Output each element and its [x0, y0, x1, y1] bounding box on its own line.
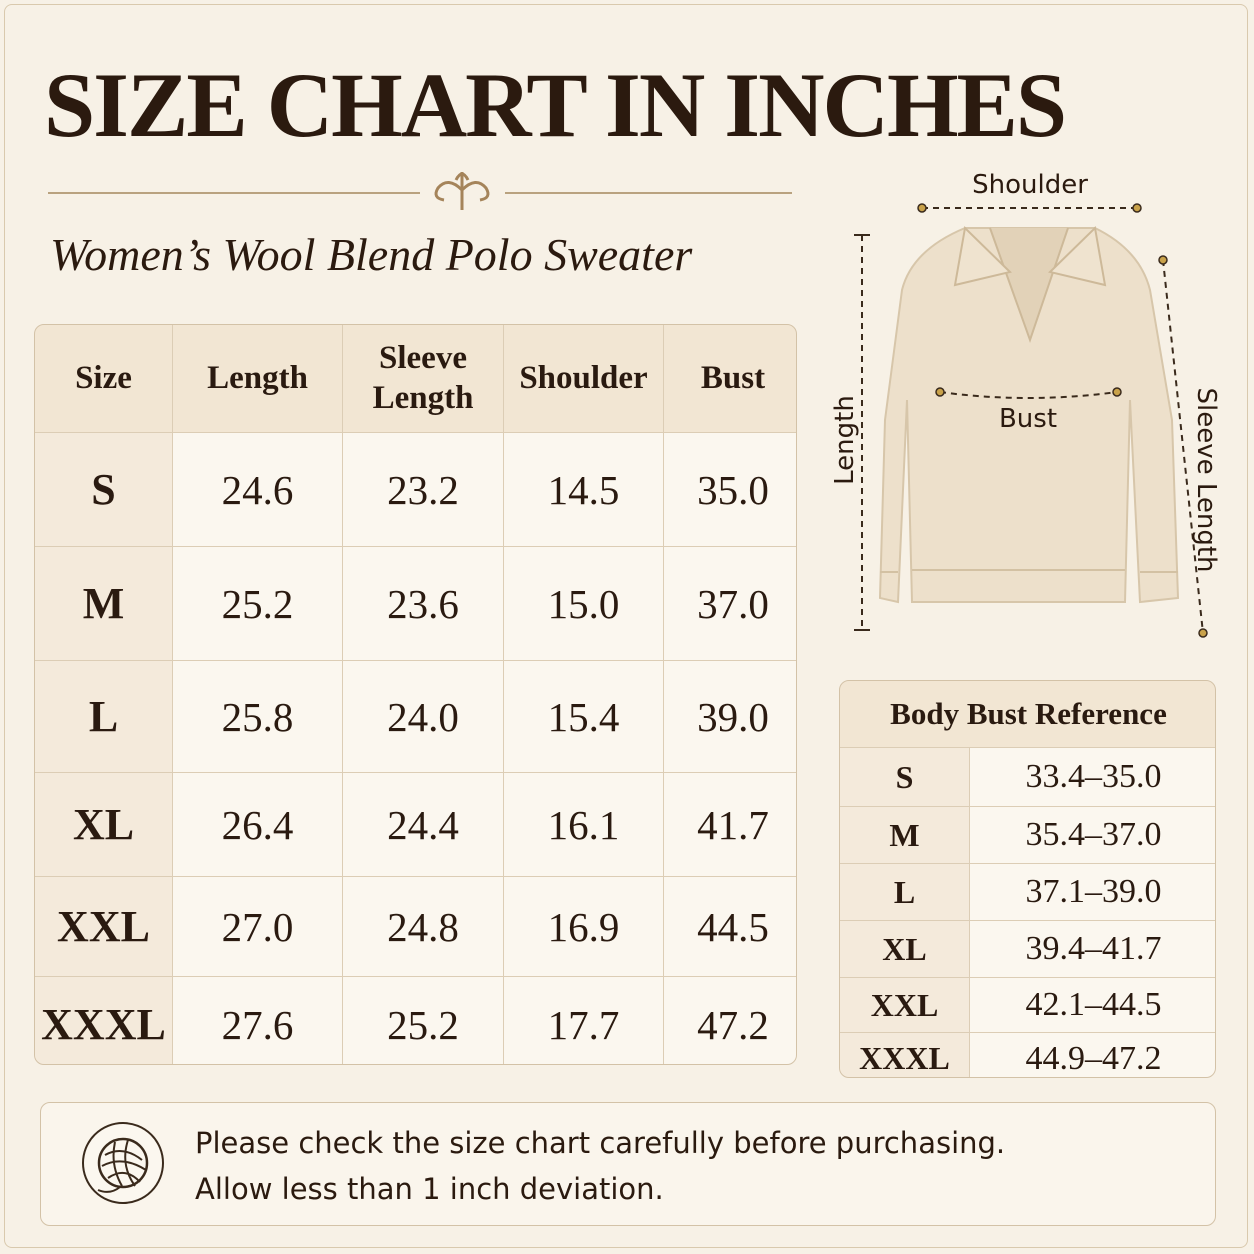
size-cell: S — [35, 433, 172, 546]
range-cell: 33.4–35.0 — [970, 748, 1215, 806]
size-cell: XXL — [35, 877, 172, 976]
range-cell: 44.9–47.2 — [970, 1033, 1215, 1077]
value-cell: 17.7 — [504, 977, 663, 1064]
range-cell: 35.4–37.0 — [970, 807, 1215, 863]
value-cell: 25.2 — [173, 547, 342, 660]
note-line: Please check the size chart carefully be… — [195, 1126, 1006, 1160]
column-header: Size — [35, 325, 172, 432]
size-cell: XL — [35, 773, 172, 876]
frame — [4, 4, 1248, 1248]
value-cell: 23.6 — [343, 547, 503, 660]
size-cell: S — [840, 748, 969, 806]
size-cell: M — [840, 807, 969, 863]
measure-dots — [917, 203, 1208, 638]
column-header: Sleeve Length — [343, 325, 503, 432]
value-cell: 23.2 — [343, 433, 503, 546]
size-cell: XXXL — [840, 1033, 969, 1077]
note-box — [40, 1102, 1216, 1226]
column-header: Length — [173, 325, 342, 432]
value-cell: 37.0 — [664, 547, 796, 660]
value-cell: 16.9 — [504, 877, 663, 976]
size-cell: L — [840, 864, 969, 920]
length-label: Length — [830, 395, 860, 485]
size-cell: L — [35, 661, 172, 772]
size-cell: XL — [840, 921, 969, 977]
value-cell: 14.5 — [504, 433, 663, 546]
value-cell: 24.6 — [173, 433, 342, 546]
measure-lines — [861, 207, 1204, 634]
bust-reference-table: Body Bust Reference S 33.4–35.0 M 35.4–37.0 L… — [839, 680, 1216, 1078]
subtitle: Women’s Wool Blend Polo Sweater — [50, 229, 693, 280]
value-cell: 26.4 — [173, 773, 342, 876]
value-cell: 25.8 — [173, 661, 342, 772]
column-header: Shoulder — [504, 325, 663, 432]
title: SIZE CHART IN INCHES — [44, 54, 1067, 156]
ornament — [434, 172, 490, 210]
size-cell: XXXL — [35, 977, 172, 1064]
value-cell: 27.0 — [173, 877, 342, 976]
value-cell: 27.6 — [173, 977, 342, 1064]
column-header: Bust — [664, 325, 796, 432]
value-cell: 15.0 — [504, 547, 663, 660]
value-cell: 35.0 — [664, 433, 796, 546]
size-cell: XXL — [840, 978, 969, 1032]
bust-label: Bust — [999, 404, 1057, 434]
shoulder-label: Shoulder — [972, 170, 1088, 200]
value-cell: 25.2 — [343, 977, 503, 1064]
value-cell: 47.2 — [664, 977, 796, 1064]
range-cell: 39.4–41.7 — [970, 921, 1215, 977]
size-cell: M — [35, 547, 172, 660]
value-cell: 39.0 — [664, 661, 796, 772]
value-cell: 15.4 — [504, 661, 663, 772]
size-table: Size Length Sleeve Length Shoulder Bust S 24.6… — [34, 324, 797, 1065]
value-cell: 24.8 — [343, 877, 503, 976]
value-cell: 41.7 — [664, 773, 796, 876]
reference-title: Body Bust Reference — [840, 681, 1215, 747]
value-cell: 44.5 — [664, 877, 796, 976]
yarn-icon — [82, 1122, 164, 1204]
value-cell: 16.1 — [504, 773, 663, 876]
note-line: Allow less than 1 inch deviation. — [195, 1172, 664, 1206]
sleeve-length-label: Sleeve Length — [1191, 387, 1221, 572]
value-cell: 24.0 — [343, 661, 503, 772]
range-cell: 37.1–39.0 — [970, 864, 1215, 920]
range-cell: 42.1–44.5 — [970, 978, 1215, 1032]
sweater — [878, 225, 1180, 604]
value-cell: 24.4 — [343, 773, 503, 876]
